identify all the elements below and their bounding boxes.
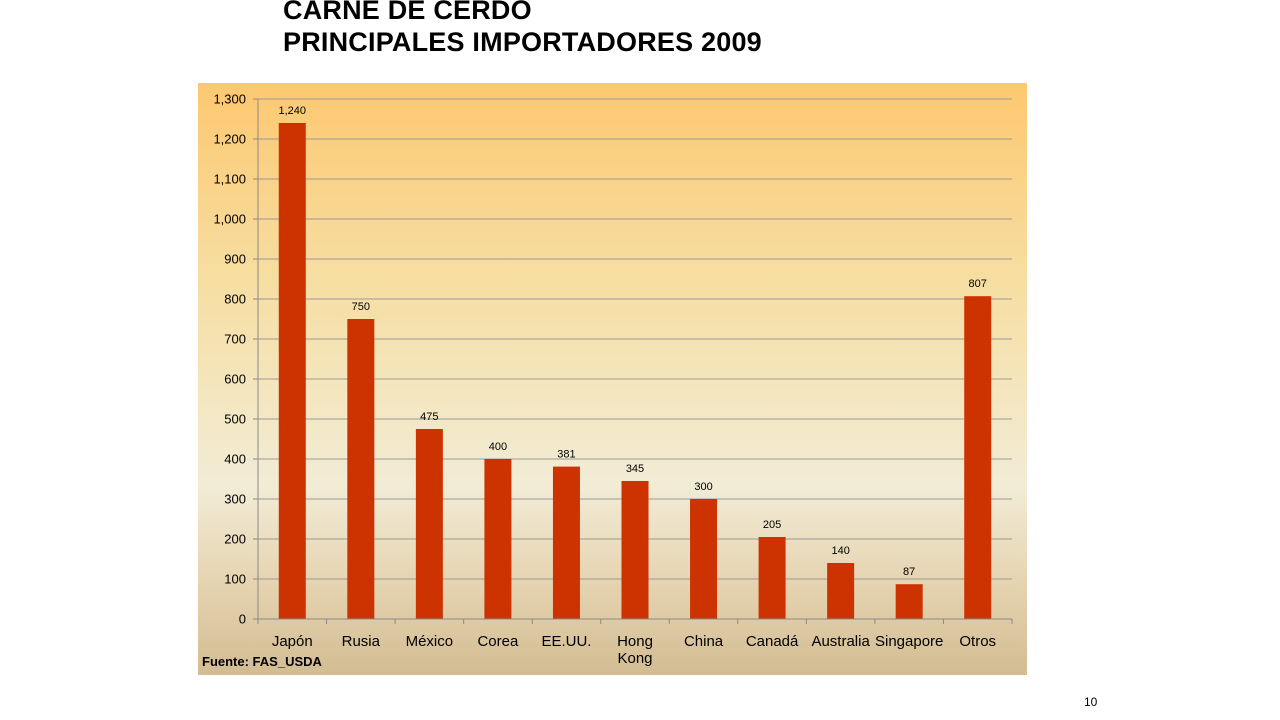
x-tick-label: China — [684, 633, 724, 650]
x-tick-label: Rusia — [342, 633, 381, 650]
x-tick-label: Kong — [617, 650, 652, 667]
x-tick-label: Japón — [272, 633, 313, 650]
value-label: 475 — [420, 411, 438, 423]
x-tick-label: Canadá — [746, 633, 799, 650]
bar-chart: 0 100 200 300 400 500 600 700 800 900 1,000 1,100 1,… — [213, 92, 1013, 667]
bar-otros — [964, 296, 992, 619]
y-tick-label: 200 — [224, 532, 246, 547]
y-tick-label: 0 — [239, 612, 246, 627]
x-tick-label: Hong — [617, 633, 653, 650]
value-label: 300 — [694, 481, 712, 493]
value-label: 400 — [489, 441, 507, 453]
bar-rusia — [347, 319, 375, 619]
value-label: 750 — [352, 301, 370, 313]
slide-title-line-1: CARNE DE CERDO — [283, 0, 532, 25]
slide-title-line-2: PRINCIPALES IMPORTADORES 2009 — [283, 27, 762, 57]
value-label: 345 — [626, 463, 644, 475]
y-tick-label: 100 — [224, 572, 246, 587]
value-label: 140 — [831, 545, 849, 557]
value-label: 807 — [969, 278, 987, 290]
x-tick-label: México — [406, 633, 454, 650]
y-tick-label: 500 — [224, 412, 246, 427]
y-tick-label: 400 — [224, 452, 246, 467]
bar-jap-n — [278, 123, 306, 619]
x-tick-label: EE.UU. — [541, 633, 591, 650]
x-tick-label: Corea — [477, 633, 519, 650]
value-label: 87 — [903, 566, 915, 578]
bar-m-xico — [415, 429, 443, 619]
bar-ee-uu- — [552, 466, 580, 619]
bar-singapore — [895, 584, 923, 619]
x-tick-label: Otros — [959, 633, 996, 650]
bar-china — [690, 499, 718, 619]
bar-australia — [827, 563, 855, 619]
value-label: 381 — [557, 449, 575, 461]
value-label: 205 — [763, 519, 781, 531]
bar-hong-kong — [621, 481, 649, 619]
y-tick-label: 600 — [224, 372, 246, 387]
y-tick-label: 1,200 — [213, 132, 246, 147]
y-tick-label: 1,000 — [213, 212, 246, 227]
slide-title: CARNE DE CERDO PRINCIPALES IMPORTADORES … — [283, 0, 762, 58]
bar-canad- — [758, 537, 786, 619]
y-tick-label: 1,100 — [213, 172, 246, 187]
y-tick-label: 700 — [224, 332, 246, 347]
chart-panel: 0 100 200 300 400 500 600 700 800 900 1,000 1,100 1,… — [198, 83, 1027, 675]
y-tick-label: 800 — [224, 292, 246, 307]
page-number: 10 — [1084, 695, 1098, 709]
y-tick-label: 1,300 — [213, 92, 246, 107]
source-note: Fuente: FAS_USDA — [202, 654, 322, 669]
x-tick-label: Australia — [811, 633, 870, 650]
y-tick-label: 900 — [224, 252, 246, 267]
value-label: 1,240 — [279, 105, 307, 117]
bar-corea — [484, 459, 512, 619]
x-tick-label: Singapore — [875, 633, 943, 650]
y-tick-label: 300 — [224, 492, 246, 507]
